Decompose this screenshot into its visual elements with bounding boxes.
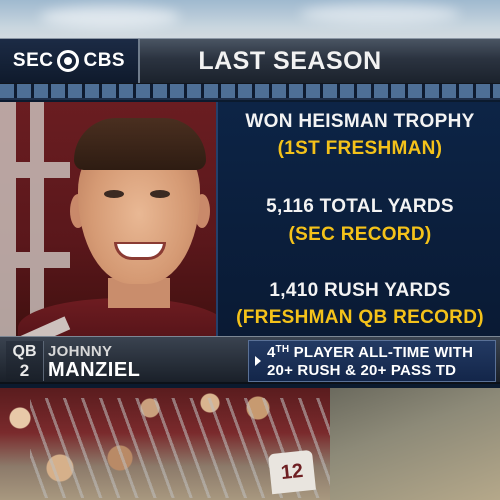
sec-cbs-logo: SEC CBS — [0, 39, 140, 83]
logo-cbs-text: CBS — [83, 50, 126, 71]
player-first-name: JOHNNY — [48, 343, 113, 360]
decorative-light-strip — [0, 84, 500, 100]
fact-ordinal-suffix: TH — [275, 344, 290, 355]
stat-rush-yards-note: (FRESHMAN QB RECORD) — [236, 307, 484, 328]
cbs-eye-icon — [57, 50, 80, 72]
play-arrow-icon — [255, 356, 261, 366]
stat-heisman-note: (1ST FRESHMAN) — [277, 138, 443, 159]
player-name: JOHNNY MANZIEL — [48, 341, 244, 381]
graphic-title: LAST SEASON — [198, 47, 382, 75]
fact-ordinal-number: 4 — [267, 344, 276, 361]
fact-line-2: 20+ RUSH & 20+ PASS TD — [267, 362, 457, 379]
player-photo — [0, 102, 216, 336]
player-name-bar: QB 2 JOHNNY MANZIEL 4TH PLAYER ALL-TIME … — [0, 336, 500, 384]
fact-line-1: 4TH PLAYER ALL-TIME WITH — [267, 344, 497, 361]
fan-jersey-number: 12 — [268, 449, 316, 495]
player-fact-box: 4TH PLAYER ALL-TIME WITH 20+ RUSH & 20+ … — [248, 340, 496, 382]
stats-panel: WON HEISMAN TROPHY (1ST FRESHMAN) 5,116 … — [216, 102, 500, 336]
player-last-name: MANZIEL — [48, 359, 141, 381]
position-number-box: QB 2 — [6, 341, 44, 381]
team-logo-backdrop — [0, 102, 70, 336]
player-hair — [74, 118, 206, 170]
player-number: 2 — [19, 361, 30, 380]
player-eye-right — [150, 190, 170, 198]
fact-line-1-text: PLAYER ALL-TIME WITH — [289, 344, 474, 361]
stat-total-yards-note: (SEC RECORD) — [288, 224, 432, 245]
graphic-header: SEC CBS LAST SEASON — [0, 38, 500, 84]
stat-total-yards: 5,116 TOTAL YARDS — [266, 196, 454, 217]
stat-rush-yards: 1,410 RUSH YARDS — [269, 280, 451, 301]
player-position: QB — [12, 343, 37, 360]
player-eye-left — [104, 190, 124, 198]
stadium-stands-right — [330, 388, 500, 500]
stat-heisman: WON HEISMAN TROPHY — [245, 111, 475, 132]
logo-sec-text: SEC — [12, 50, 54, 71]
